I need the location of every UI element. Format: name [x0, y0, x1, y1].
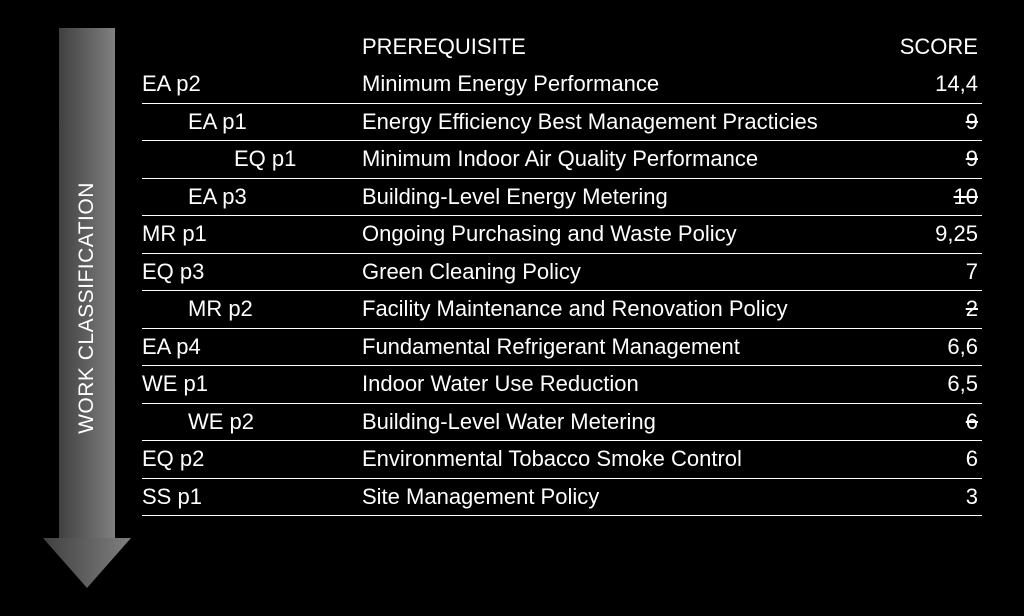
code-label: SS p1	[142, 483, 202, 511]
prerequisite-cell: Green Cleaning Policy	[362, 258, 882, 286]
prerequisite-cell: Building-Level Energy Metering	[362, 183, 882, 211]
table-row: EA p1 Energy Efficiency Best Management P…	[142, 104, 982, 142]
prerequisite-table: PREREQUISITE SCORE EA p2 Minimum Energy P…	[132, 28, 982, 588]
table-row: SS p1 Site Management Policy3	[142, 479, 982, 517]
score-cell: 2	[882, 295, 982, 323]
header-score: SCORE	[882, 34, 982, 60]
code-cell: EA p3	[142, 183, 362, 211]
prerequisite-cell: Fundamental Refrigerant Management	[362, 333, 882, 361]
code-label: MR p2	[142, 295, 253, 323]
code-cell: SS p1	[142, 483, 362, 511]
table-row: WE p1 Indoor Water Use Reduction6,5	[142, 366, 982, 404]
prerequisite-cell: Ongoing Purchasing and Waste Policy	[362, 220, 882, 248]
code-label: EQ p1	[142, 145, 296, 173]
stage: WORK CLASSIFICATION PREREQUISITE SCORE E…	[42, 28, 982, 588]
code-cell: EA p2	[142, 70, 362, 98]
arrow-label: WORK CLASSIFICATION	[75, 182, 99, 434]
code-label: EQ p3	[142, 258, 204, 286]
code-label: EA p4	[142, 333, 201, 361]
score-cell: 9	[882, 108, 982, 136]
code-label: EA p1	[142, 108, 247, 136]
work-classification-arrow: WORK CLASSIFICATION	[42, 28, 132, 588]
table-row: MR p2 Facility Maintenance and Renovation…	[142, 291, 982, 329]
score-cell: 10	[882, 183, 982, 211]
score-cell: 6,5	[882, 370, 982, 398]
code-cell: WE p2	[142, 408, 362, 436]
prerequisite-cell: Site Management Policy	[362, 483, 882, 511]
score-cell: 6,6	[882, 333, 982, 361]
code-label: EA p3	[142, 183, 247, 211]
code-label: WE p2	[142, 408, 254, 436]
code-cell: EA p1	[142, 108, 362, 136]
code-label: WE p1	[142, 370, 208, 398]
prerequisite-cell: Minimum Energy Performance	[362, 70, 882, 98]
prerequisite-cell: Building-Level Water Metering	[362, 408, 882, 436]
code-cell: WE p1	[142, 370, 362, 398]
code-cell: MR p1	[142, 220, 362, 248]
prerequisite-cell: Environmental Tobacco Smoke Control	[362, 445, 882, 473]
score-cell: 7	[882, 258, 982, 286]
code-cell: MR p2	[142, 295, 362, 323]
prerequisite-cell: Indoor Water Use Reduction	[362, 370, 882, 398]
table-row: EA p3 Building-Level Energy Metering10	[142, 179, 982, 217]
prerequisite-cell: Facility Maintenance and Renovation Poli…	[362, 295, 882, 323]
score-cell: 6	[882, 408, 982, 436]
table-row: EA p2 Minimum Energy Performance14,4	[142, 66, 982, 104]
score-cell: 3	[882, 483, 982, 511]
table-row: EQ p2 Environmental Tobacco Smoke Control…	[142, 441, 982, 479]
table-row: EQ p3 Green Cleaning Policy7	[142, 254, 982, 292]
code-cell: EQ p2	[142, 445, 362, 473]
prerequisite-cell: Minimum Indoor Air Quality Performance	[362, 145, 882, 173]
code-cell: EQ p3	[142, 258, 362, 286]
score-cell: 9,25	[882, 220, 982, 248]
code-label: EQ p2	[142, 445, 204, 473]
score-cell: 9	[882, 145, 982, 173]
code-label: MR p1	[142, 220, 207, 248]
prerequisite-cell: Energy Efficiency Best Management Practi…	[362, 108, 882, 136]
table-header-row: PREREQUISITE SCORE	[142, 30, 982, 66]
table-row: EQ p1 Minimum Indoor Air Quality Performa…	[142, 141, 982, 179]
code-label: EA p2	[142, 70, 201, 98]
header-prerequisite: PREREQUISITE	[362, 34, 882, 60]
code-cell: EA p4	[142, 333, 362, 361]
score-cell: 6	[882, 445, 982, 473]
table-row: MR p1 Ongoing Purchasing and Waste Policy…	[142, 216, 982, 254]
table-row: EA p4 Fundamental Refrigerant Management6…	[142, 329, 982, 367]
code-cell: EQ p1	[142, 145, 362, 173]
table-row: WE p2 Building-Level Water Metering6	[142, 404, 982, 442]
score-cell: 14,4	[882, 70, 982, 98]
